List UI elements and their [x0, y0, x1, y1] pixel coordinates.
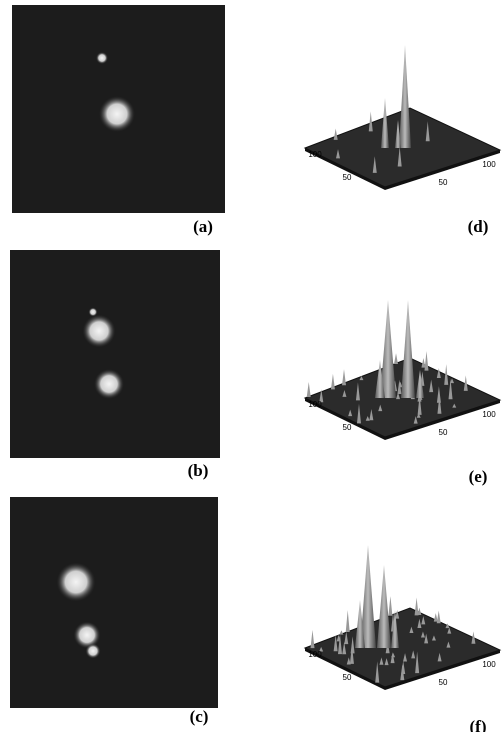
noise-spike: [346, 610, 350, 632]
panel-label: (d): [468, 217, 489, 236]
axis-tick-label: 50: [343, 173, 352, 182]
peak: [399, 45, 411, 148]
noise-spike: [342, 369, 346, 385]
axis-tick-label: 100: [482, 660, 496, 669]
noise-spike: [394, 353, 398, 364]
axis-tick-label: 50: [343, 673, 352, 682]
axis-tick-label: 50: [439, 428, 448, 437]
bright-spot: [94, 369, 124, 399]
noise-spike: [334, 129, 338, 140]
panel-label: (f): [470, 717, 487, 732]
peak: [401, 300, 415, 398]
axis-tick-label: 100: [482, 160, 496, 169]
bright-spot: [86, 644, 101, 659]
bright-spot: [89, 308, 98, 317]
noise-spike: [415, 597, 419, 615]
noise-spike: [307, 382, 311, 397]
figure: (a) (b) (c) 100 50 50 100 (d) 100 50 50 100 (e) 100 50…: [0, 0, 503, 732]
image-frame: [10, 250, 220, 458]
peak: [377, 565, 391, 648]
axis-tick-label: 50: [439, 678, 448, 687]
page: (a) (b) (c) 100 50 50 100 (d) 100 50 50 100 (e) 100 50…: [0, 0, 503, 732]
image-frame: [10, 497, 218, 708]
panel-label: (b): [188, 461, 209, 480]
bright-spot: [57, 563, 96, 602]
noise-spike: [369, 111, 373, 131]
axis-tick-label: 100: [308, 650, 322, 659]
panel-label: (e): [469, 467, 488, 486]
noise-spike: [434, 613, 438, 621]
noise-spike: [437, 611, 441, 624]
axis-tick-label: 100: [308, 150, 322, 159]
bright-spot: [96, 52, 108, 64]
axis-tick-label: 100: [482, 410, 496, 419]
noise-spike: [331, 374, 335, 389]
panel-label: (a): [193, 217, 213, 236]
noise-spike: [424, 351, 428, 370]
axis-tick-label: 50: [343, 423, 352, 432]
panel-label: (c): [190, 707, 209, 726]
noise-spike: [388, 596, 392, 616]
axis-tick-label: 100: [308, 400, 322, 409]
axis-tick-label: 50: [439, 178, 448, 187]
noise-spike: [339, 630, 343, 634]
bright-spot: [99, 96, 135, 132]
bright-spot: [83, 315, 116, 348]
noise-spike: [421, 358, 425, 368]
noise-spike: [310, 630, 314, 648]
